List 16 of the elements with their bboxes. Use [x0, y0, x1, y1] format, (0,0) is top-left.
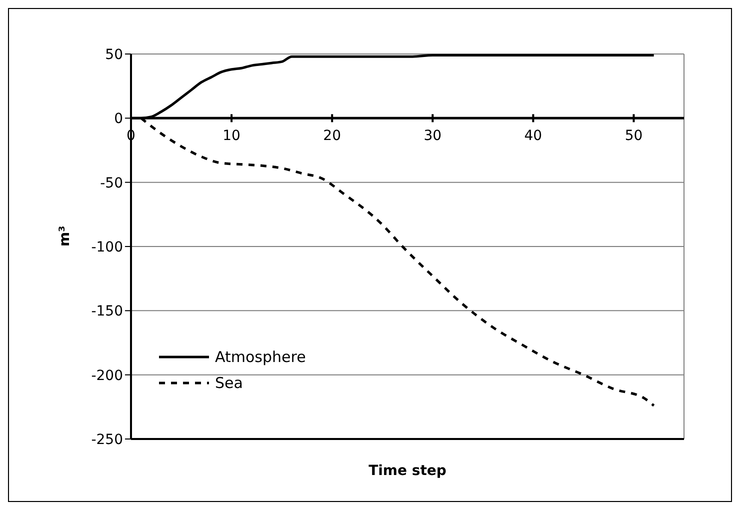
legend-label: Atmosphere	[215, 348, 306, 366]
y-tick-label: 0	[114, 111, 123, 128]
y-tick-label: 50	[105, 46, 123, 63]
y-tick-label: -250	[91, 432, 123, 448]
x-tick-label: 10	[222, 128, 240, 144]
x-tick-label: 50	[624, 128, 643, 144]
y-axis-title: m³	[56, 226, 73, 246]
y-tick-label: -100	[91, 239, 123, 256]
x-tick-label: 40	[524, 128, 542, 144]
y-tick-label: -50	[100, 175, 123, 192]
x-tick-label: 30	[424, 128, 442, 144]
y-tick-label: -200	[91, 368, 123, 384]
legend-label: Sea	[215, 374, 243, 392]
x-tick-label: 20	[323, 128, 342, 144]
y-tick-label: -150	[91, 304, 123, 320]
x-axis-title: Time step	[368, 463, 446, 479]
